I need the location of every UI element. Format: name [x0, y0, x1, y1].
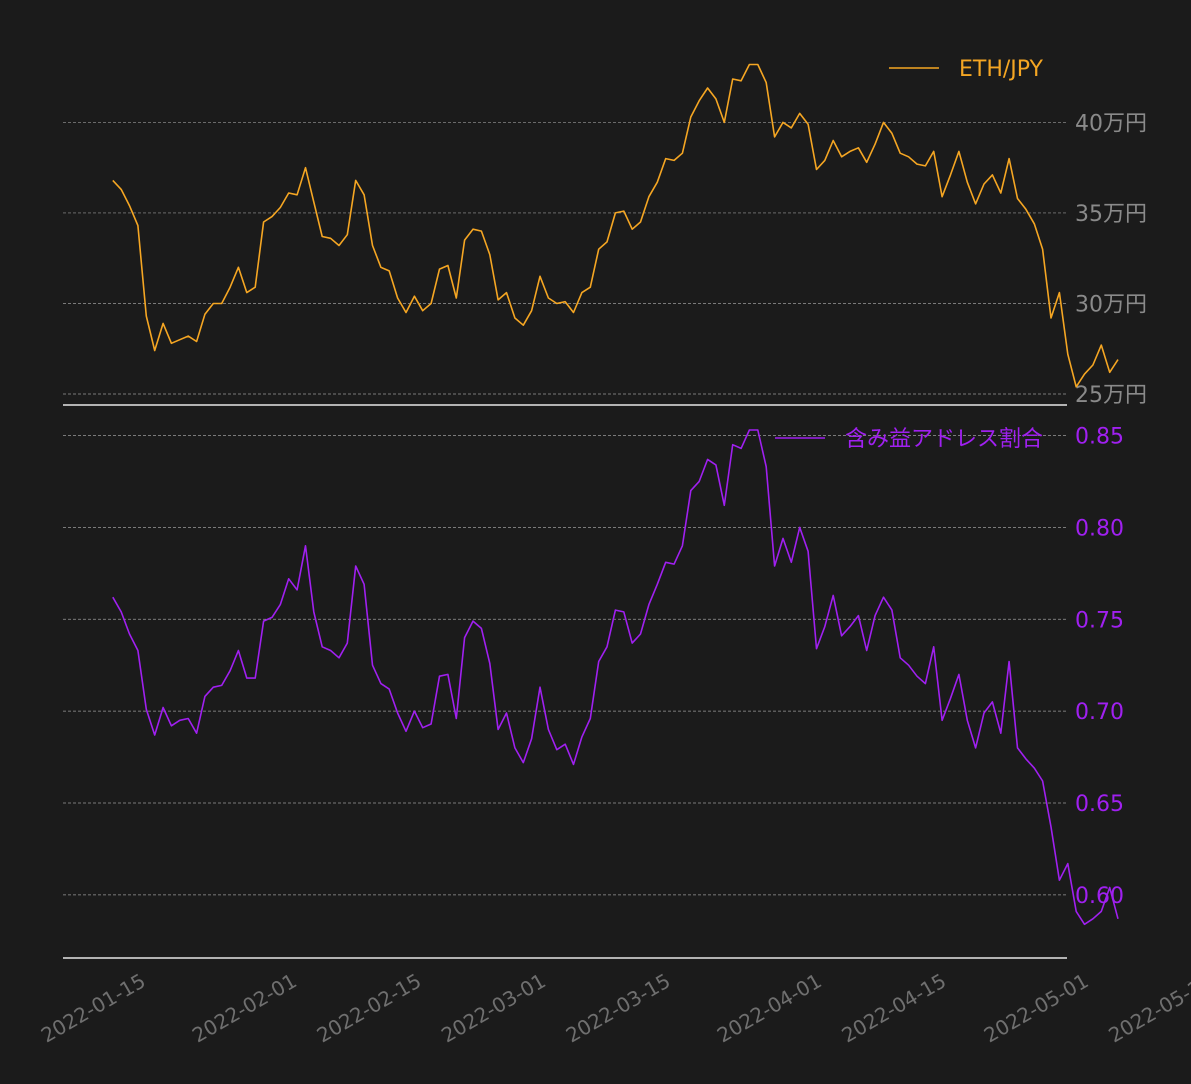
top-panel-gridlines: [63, 122, 1067, 395]
y-tick-label: 35万円: [1075, 202, 1147, 227]
y-tick-label: 0.60: [1075, 884, 1124, 909]
top-legend-label: ETH/JPY: [959, 57, 1044, 82]
y-tick-label: 0.85: [1075, 425, 1124, 450]
y-tick-label: 30万円: [1075, 292, 1147, 317]
bottom-legend-label: 含み益アドレス割合: [845, 427, 1043, 452]
top-panel-series: [112, 63, 1119, 388]
top-panel-y-tick-labels: 25万円 30万円 35万円 40万円: [1075, 111, 1147, 408]
bottom-panel-legend: 含み益アドレス割合: [774, 427, 1043, 452]
y-tick-label: 0.80: [1075, 516, 1124, 541]
series-line: [112, 429, 1119, 926]
top-panel-legend: ETH/JPY: [888, 57, 1044, 82]
y-tick-label: 0.75: [1075, 608, 1124, 633]
y-tick-label: 25万円: [1075, 383, 1147, 408]
series-line: [112, 63, 1119, 388]
y-tick-label: 40万円: [1075, 111, 1147, 136]
bottom-panel-series: [112, 429, 1119, 926]
bottom-panel-y-tick-labels: 0.60 0.65 0.70 0.75 0.80 0.85: [1075, 425, 1124, 909]
y-tick-label: 0.65: [1075, 792, 1124, 817]
bottom-panel-gridlines: [63, 435, 1067, 896]
y-tick-label: 0.70: [1075, 700, 1124, 725]
